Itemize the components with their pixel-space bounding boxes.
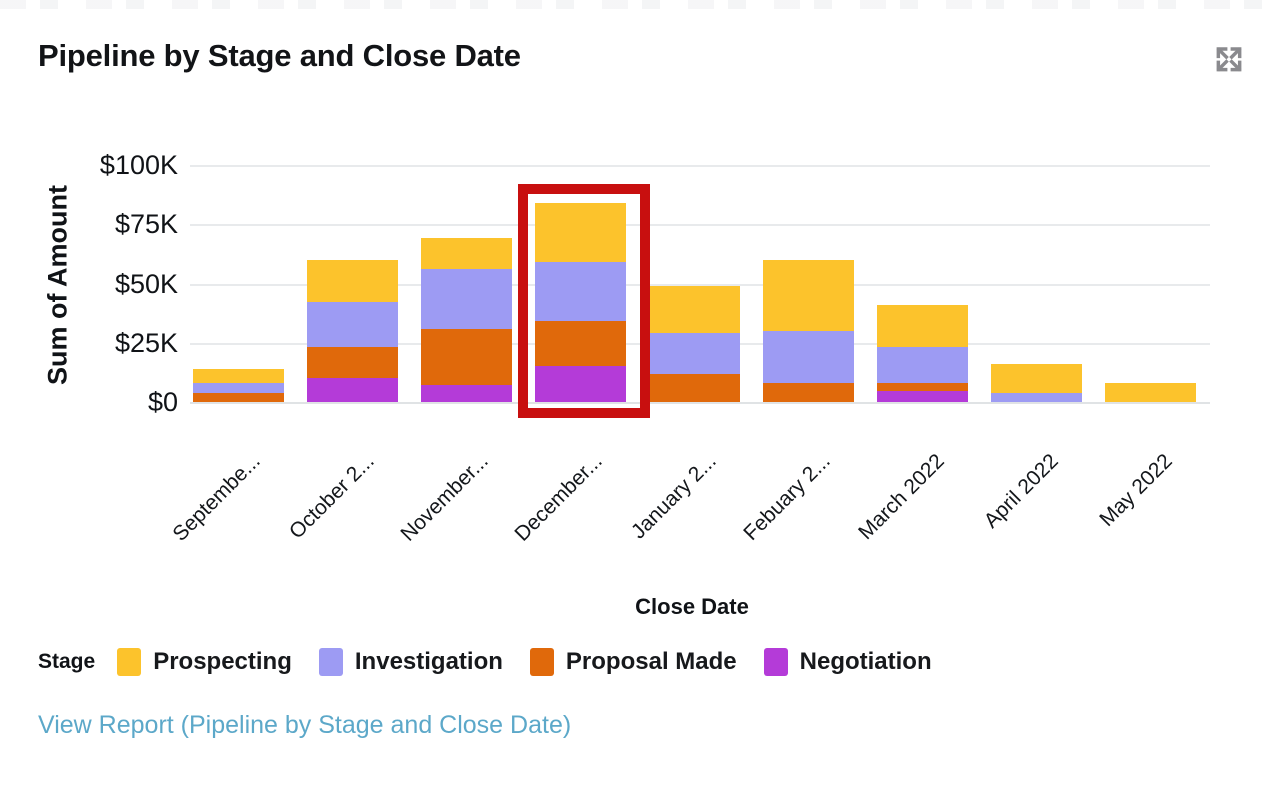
bar-segment[interactable] <box>421 385 512 402</box>
bar-segment[interactable] <box>877 391 968 402</box>
y-tick-label: $100K <box>99 150 178 180</box>
y-tick-label: $25K <box>114 328 178 358</box>
bar-segment[interactable] <box>991 364 1082 393</box>
legend-item-label: Proposal Made <box>565 648 737 675</box>
bar-segment[interactable] <box>421 269 512 329</box>
legend-swatch <box>117 648 142 676</box>
y-tick-label: $0 <box>147 387 178 417</box>
gridline <box>190 165 1210 167</box>
bar-segment[interactable] <box>535 202 626 263</box>
legend-item: Investigation <box>318 648 503 676</box>
y-tick-label: $50K <box>114 269 178 299</box>
gridline <box>190 224 1210 226</box>
bar-segment[interactable] <box>193 392 284 402</box>
y-tick-label: $75K <box>114 209 178 239</box>
legend-item-label: Negotiation <box>799 648 932 675</box>
legend-swatch <box>763 648 788 676</box>
widget-title: Pipeline by Stage and Close Date <box>38 38 521 73</box>
bar-segment[interactable] <box>307 347 398 379</box>
bar-segment[interactable] <box>649 373 740 402</box>
bar-segment[interactable] <box>535 262 626 322</box>
bar-segment[interactable] <box>1105 383 1196 402</box>
legend-item-label: Investigation <box>354 648 503 675</box>
bar-segment[interactable] <box>193 383 284 393</box>
bar-segment[interactable] <box>763 259 854 331</box>
bar-segment[interactable] <box>763 383 854 402</box>
bar-segment[interactable] <box>763 330 854 384</box>
legend-item-label: Prospecting <box>153 648 292 675</box>
legend-item: Proposal Made <box>529 648 737 676</box>
bar-segment[interactable] <box>991 392 1082 402</box>
chart-legend: Stage Prospecting Investigation Proposal M… <box>38 644 932 680</box>
view-report-link[interactable]: View Report (Pipeline by Stage and Close… <box>38 711 572 739</box>
bar-segment[interactable] <box>307 302 398 348</box>
gridline <box>190 402 1210 404</box>
highlight-box <box>518 184 650 418</box>
bar-segment[interactable] <box>649 333 740 374</box>
bar-segment[interactable] <box>421 328 512 386</box>
bar-segment[interactable] <box>649 285 740 334</box>
bar-segment[interactable] <box>877 383 968 392</box>
expand-widget-button[interactable] <box>1211 40 1249 78</box>
bar-segment[interactable] <box>877 347 968 384</box>
legend-item: Negotiation <box>763 648 932 676</box>
legend-items: Prospecting Investigation Proposal Made Neg… <box>117 648 932 676</box>
bar-segment[interactable] <box>193 368 284 384</box>
bar-segment[interactable] <box>535 321 626 367</box>
legend-title: Stage <box>38 650 96 673</box>
bar-segment[interactable] <box>535 366 626 402</box>
expand-arrows-icon <box>1216 47 1242 72</box>
cropped-content-artifact <box>0 0 1280 9</box>
legend-item: Prospecting <box>117 648 292 676</box>
bar-segment[interactable] <box>307 378 398 402</box>
legend-swatch <box>318 648 343 676</box>
x-axis-title: Close Date <box>635 594 749 619</box>
gridline <box>190 284 1210 286</box>
legend-swatch <box>529 648 554 676</box>
bar-segment[interactable] <box>877 304 968 348</box>
bar-segment[interactable] <box>421 238 512 270</box>
bar-segment[interactable] <box>307 259 398 303</box>
